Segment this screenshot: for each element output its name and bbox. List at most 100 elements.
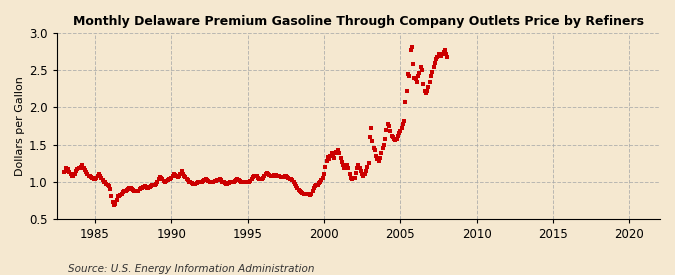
Point [395,129,406,133]
Point [376,151,387,156]
Point [103,182,113,187]
Y-axis label: Dollars per Gallon: Dollars per Gallon [15,76,25,176]
Point [325,153,336,158]
Point [189,182,200,186]
Point [358,174,369,178]
Point [116,191,127,196]
Point [245,179,256,183]
Point [311,183,322,188]
Point [126,187,137,191]
Point [70,172,80,177]
Point [338,163,348,167]
Point [113,194,124,199]
Text: Source: U.S. Energy Information Administration: Source: U.S. Energy Information Administ… [68,264,314,274]
Point [307,188,318,193]
Point [196,180,207,184]
Point [180,175,191,179]
Point [292,186,302,191]
Point [356,168,367,173]
Point [156,176,167,180]
Point [396,126,407,130]
Point [167,174,178,178]
Point [70,168,81,173]
Point [381,128,392,132]
Point [240,180,250,184]
Point [269,173,280,177]
Point [207,180,217,184]
Point [324,157,335,162]
Point [268,174,279,178]
Point [375,156,385,160]
Point [273,174,284,178]
Point [367,139,378,143]
Title: Monthly Delaware Premium Gasoline Through Company Outlets Price by Refiners: Monthly Delaware Premium Gasoline Throug… [73,15,644,28]
Point [115,193,126,197]
Point [235,179,246,183]
Point [348,176,359,180]
Point [270,173,281,177]
Point [218,180,229,185]
Point [251,174,262,179]
Point [298,191,309,196]
Point [100,180,111,185]
Point [263,172,273,177]
Point [143,185,154,190]
Point [278,175,289,179]
Point [157,177,168,182]
Point [155,175,165,179]
Point [439,48,450,52]
Point [181,177,192,181]
Point [109,203,119,208]
Point [236,180,246,184]
Point [107,200,118,205]
Point [242,180,253,185]
Point [227,180,238,184]
Point [409,76,420,80]
Point [134,187,145,191]
Point [149,182,160,187]
Point [264,173,275,177]
Point [265,174,276,178]
Point [320,165,331,169]
Point [281,175,292,179]
Point [315,180,325,184]
Point [219,181,230,185]
Point [97,178,108,182]
Point [77,163,88,167]
Point [198,179,209,183]
Point [380,136,391,141]
Point [199,178,210,182]
Point [185,180,196,185]
Point [159,179,169,183]
Point [128,188,138,192]
Point [252,176,263,180]
Point [256,177,267,182]
Point [209,179,220,183]
Point [274,174,285,179]
Point [301,192,312,196]
Point [208,180,219,184]
Point [93,172,104,177]
Point [173,174,184,178]
Point [231,178,242,182]
Point [113,194,124,198]
Point [369,145,379,150]
Point [151,182,161,186]
Point [400,99,411,104]
Point [175,172,186,177]
Point [399,119,410,123]
Point [308,185,319,190]
Point [104,184,115,188]
Point [84,174,95,179]
Point [119,188,130,193]
Point [429,61,440,65]
Point [106,194,117,199]
Point [410,77,421,81]
Point [331,151,342,156]
Point [326,151,337,156]
Point [188,182,198,186]
Point [349,176,360,180]
Point [386,133,397,138]
Point [124,186,135,191]
Point [316,178,327,182]
